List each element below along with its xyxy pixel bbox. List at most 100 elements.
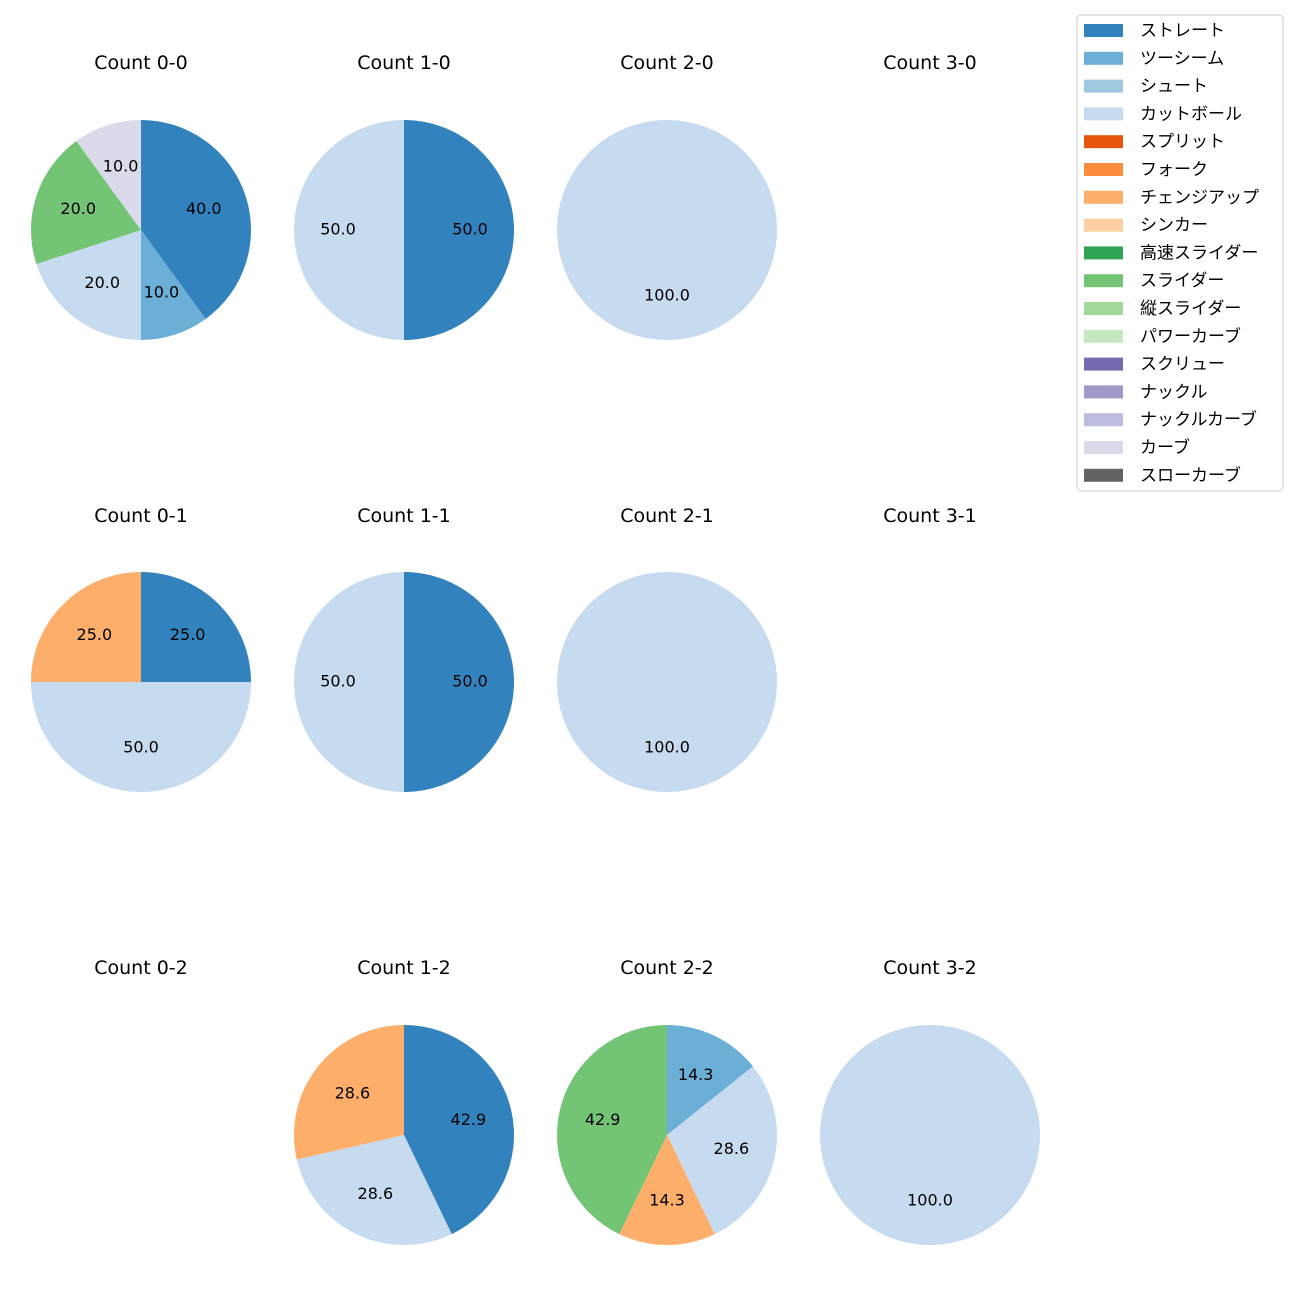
legend-label: シュート bbox=[1140, 77, 1208, 97]
slice-label: 25.0 bbox=[77, 625, 113, 644]
pie-slice bbox=[294, 120, 404, 340]
slice-label: 28.6 bbox=[358, 1184, 394, 1203]
slice-label: 28.6 bbox=[714, 1139, 750, 1158]
panel-title: Count 1-1 bbox=[357, 505, 451, 527]
legend-label: スクリュー bbox=[1140, 355, 1225, 375]
legend-label: スライダー bbox=[1140, 271, 1224, 291]
panel-title: Count 2-2 bbox=[620, 957, 714, 979]
slice-label: 42.9 bbox=[585, 1110, 621, 1129]
panel-title: Count 3-2 bbox=[883, 957, 977, 979]
legend-label: 縦スライダー bbox=[1140, 299, 1241, 319]
pie-slice bbox=[294, 572, 404, 792]
slice-label: 10.0 bbox=[144, 282, 180, 301]
pie-panel: Count 2-2 14.3 28.6 14.3 42.9 bbox=[557, 957, 777, 1245]
legend-swatch bbox=[1084, 79, 1123, 93]
panel-title: Count 0-2 bbox=[94, 957, 188, 979]
legend-label: 高速スライダー bbox=[1140, 243, 1258, 263]
slice-label: 25.0 bbox=[170, 625, 206, 644]
legend-swatch bbox=[1084, 357, 1123, 371]
slice-label: 10.0 bbox=[103, 157, 139, 176]
legend-label: カットボール bbox=[1140, 104, 1242, 124]
legend-swatch bbox=[1084, 163, 1123, 176]
legend-frame bbox=[1076, 14, 1284, 492]
legend-swatch bbox=[1084, 329, 1123, 343]
pie-slice bbox=[30, 141, 141, 264]
slice-label: 50.0 bbox=[320, 672, 356, 691]
pie-panel: Count 3-2 100.0 bbox=[820, 957, 1040, 1245]
slice-label: 100.0 bbox=[644, 286, 690, 305]
legend-swatch bbox=[1084, 468, 1123, 482]
pie-slice bbox=[557, 120, 777, 340]
pie-panel: Count 0-0 40.0 10.0 20.0 20.0 10.0 bbox=[30, 52, 252, 340]
pie-slice bbox=[557, 1025, 667, 1235]
legend-label: チェンジアップ bbox=[1140, 188, 1259, 208]
legend-label: ナックル bbox=[1140, 382, 1208, 402]
legend-swatch bbox=[1084, 107, 1123, 121]
pie-panel: Count 0-2 bbox=[94, 957, 188, 979]
slice-label: 42.9 bbox=[451, 1110, 487, 1129]
slice-label: 20.0 bbox=[84, 273, 120, 292]
pie-slice bbox=[619, 1135, 715, 1245]
legend-swatch bbox=[1084, 413, 1123, 427]
pie-panel: Count 1-0 50.0 50.0 bbox=[294, 52, 514, 340]
legend-swatch bbox=[1084, 302, 1123, 315]
legend-label: シンカー bbox=[1140, 216, 1208, 236]
pie-panel: Count 1-1 50.0 50.0 bbox=[294, 505, 514, 792]
slice-label: 100.0 bbox=[907, 1191, 953, 1210]
pie-slice bbox=[141, 230, 206, 340]
pie-panel: Count 2-1 100.0 bbox=[557, 505, 777, 792]
legend-label: カーブ bbox=[1140, 437, 1190, 458]
panel-title: Count 3-1 bbox=[883, 505, 977, 527]
pie-slice bbox=[667, 1066, 777, 1235]
pie-slice bbox=[557, 572, 777, 792]
legend-label: スローカーブ bbox=[1140, 465, 1241, 486]
pie-slice bbox=[296, 1135, 452, 1245]
pie-panel: Count 2-0 100.0 bbox=[557, 52, 777, 340]
slice-label: 20.0 bbox=[60, 199, 96, 218]
pie-slice bbox=[404, 572, 514, 792]
pie-panel: Count 3-1 bbox=[883, 505, 977, 527]
slice-label: 14.3 bbox=[649, 1191, 685, 1210]
legend-swatch bbox=[1084, 246, 1123, 260]
legend-label: フォーク bbox=[1140, 160, 1208, 180]
pie-panel: Count 3-0 bbox=[883, 52, 977, 74]
pie-slice bbox=[820, 1025, 1040, 1245]
pie-panel: Count 0-1 25.0 50.0 25.0 bbox=[31, 505, 251, 792]
legend-swatch bbox=[1084, 51, 1123, 65]
pie-slice bbox=[31, 572, 141, 682]
pie-slice bbox=[31, 682, 251, 792]
pie-slice bbox=[36, 230, 141, 340]
slice-label: 40.0 bbox=[186, 199, 222, 218]
slice-label: 14.3 bbox=[678, 1065, 714, 1084]
slice-label: 100.0 bbox=[644, 738, 690, 757]
legend-swatch bbox=[1084, 218, 1123, 232]
legend-swatch bbox=[1084, 441, 1123, 454]
panel-title: Count 1-2 bbox=[357, 957, 451, 979]
pie-slice bbox=[667, 1025, 754, 1135]
slice-label: 50.0 bbox=[452, 672, 488, 691]
legend-swatch bbox=[1084, 135, 1123, 149]
panel-title: Count 2-1 bbox=[620, 505, 714, 527]
slice-label: 28.6 bbox=[335, 1083, 371, 1102]
legend-swatch bbox=[1084, 274, 1123, 288]
pie-slice bbox=[141, 572, 251, 682]
panel-title: Count 0-1 bbox=[94, 505, 188, 527]
pie-slice bbox=[76, 120, 141, 230]
legend: ストレートツーシームシュートカットボールスプリットフォークチェンジアップシンカー… bbox=[1076, 14, 1284, 492]
panel-title: Count 0-0 bbox=[94, 52, 188, 74]
pie-panel: Count 1-2 42.9 28.6 28.6 bbox=[294, 957, 514, 1245]
pie-slice bbox=[404, 1025, 514, 1235]
panel-title: Count 1-0 bbox=[357, 52, 451, 74]
legend-label: スプリット bbox=[1140, 132, 1225, 152]
pie-slice bbox=[294, 1025, 404, 1160]
legend-label: パワーカーブ bbox=[1140, 326, 1241, 347]
pie-slice bbox=[141, 120, 252, 319]
slice-label: 50.0 bbox=[123, 738, 159, 757]
slice-label: 50.0 bbox=[320, 220, 356, 239]
panel-title: Count 2-0 bbox=[620, 52, 714, 74]
legend-swatch bbox=[1084, 24, 1123, 37]
pie-slice bbox=[404, 120, 514, 340]
panel-title: Count 3-0 bbox=[883, 52, 977, 74]
legend-label: ストレート bbox=[1140, 21, 1225, 41]
